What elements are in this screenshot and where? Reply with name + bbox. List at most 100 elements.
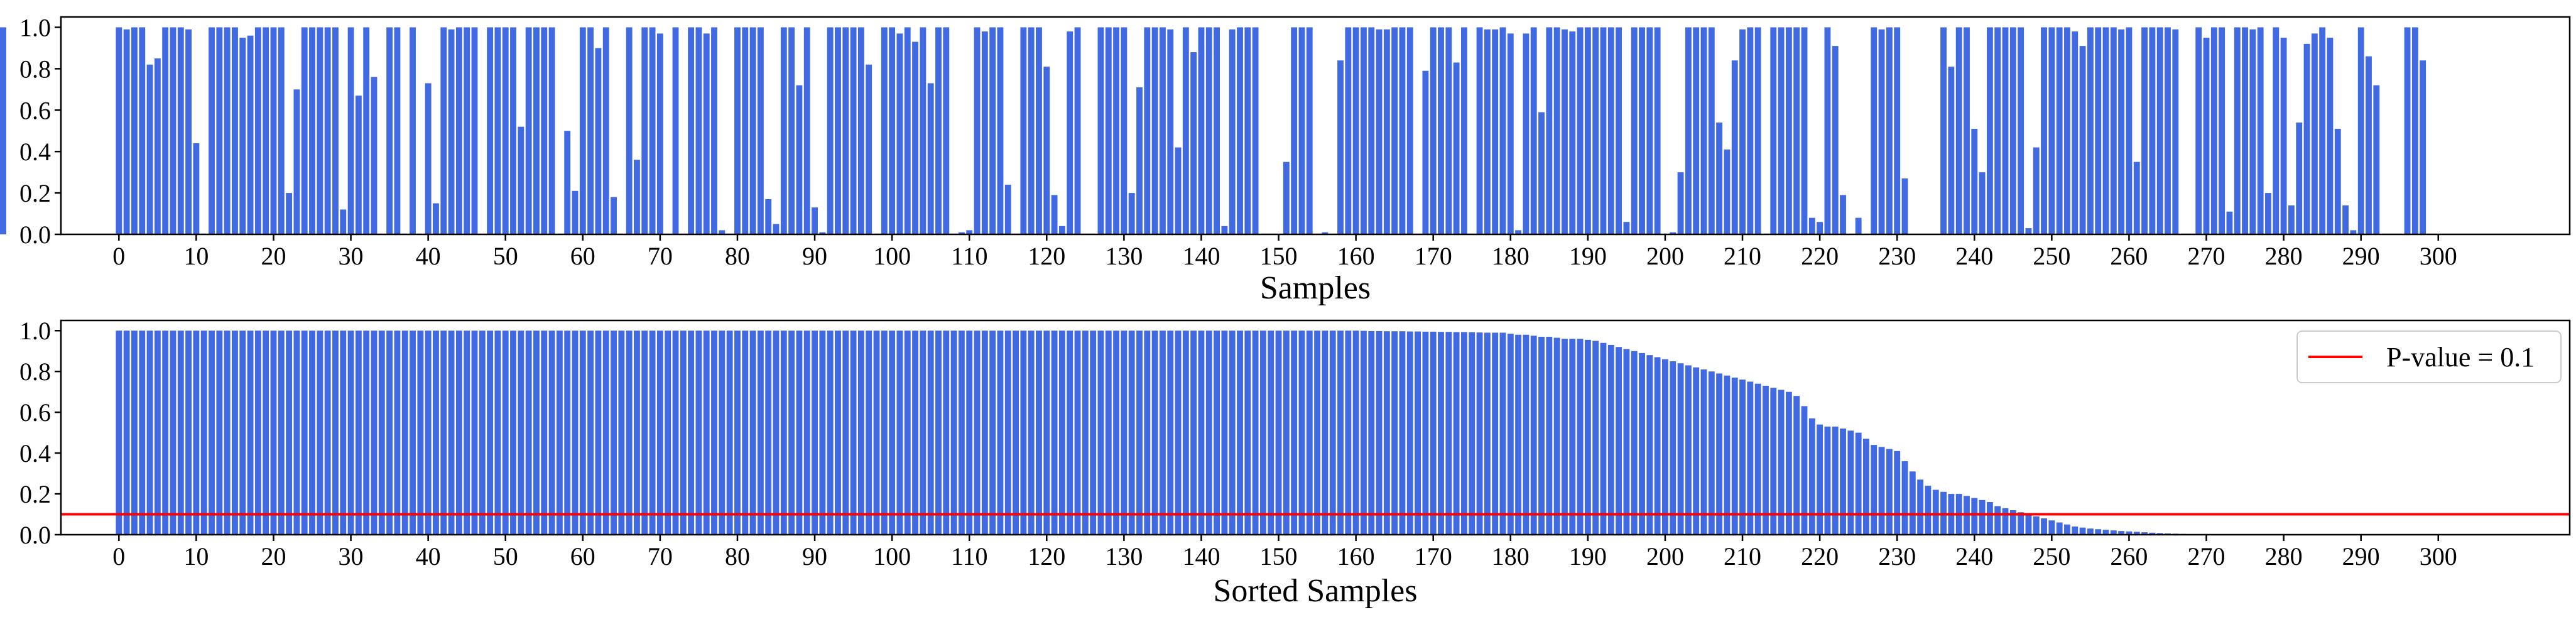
bar-284 (2311, 33, 2318, 235)
bar-187 (1562, 29, 1568, 235)
bar-171 (1438, 332, 1444, 535)
bar-202 (1677, 172, 1684, 234)
bar-18 (254, 330, 261, 535)
bar-147 (1252, 27, 1259, 234)
bar-196 (1631, 351, 1638, 535)
x-tick-label: 200 (1646, 242, 1684, 270)
bar-229 (1886, 27, 1893, 234)
bar-188 (1569, 31, 1576, 234)
bar-32 (363, 27, 370, 234)
bar-92 (827, 330, 834, 535)
chart-sorted-samples-xlabel: Sorted Samples (1214, 573, 1418, 609)
bar-17 (247, 330, 254, 535)
bar-121 (1051, 195, 1058, 234)
bar-36 (394, 330, 401, 535)
bar-109 (958, 330, 965, 535)
bar-225 (1855, 432, 1862, 535)
bar-91 (819, 232, 826, 234)
bar-4 (146, 330, 153, 535)
bar-138 (1182, 27, 1189, 234)
bar-115 (1004, 330, 1011, 535)
bar-142 (1214, 330, 1220, 535)
x-tick-label: 230 (1878, 242, 1916, 270)
x-tick-label: 30 (339, 542, 364, 571)
bar-110 (966, 330, 973, 535)
bar-266 (2172, 29, 2179, 235)
bar-194 (1616, 27, 1622, 234)
bar-14 (224, 330, 231, 535)
bar-153 (1298, 27, 1305, 234)
bar-57 (556, 330, 563, 535)
bar-201 (1670, 361, 1677, 535)
bar-48 (487, 330, 494, 535)
x-tick-label: 190 (1569, 242, 1607, 270)
bar-135 (1159, 27, 1166, 234)
bar-209 (1731, 60, 1738, 234)
bar-191 (1592, 27, 1599, 234)
bar-209 (1731, 377, 1738, 535)
bar-283 (2303, 43, 2310, 234)
bar-28 (332, 330, 339, 535)
bar-93 (835, 330, 841, 535)
bar-208 (1724, 375, 1731, 535)
bar-107 (943, 27, 950, 234)
bar-195 (1623, 222, 1630, 234)
bar-125 (1082, 330, 1089, 535)
x-tick-label: 70 (648, 542, 673, 571)
bar-76 (703, 330, 710, 535)
bar-277 (2257, 27, 2264, 234)
bar-182 (1523, 334, 1530, 535)
bar-82 (749, 330, 756, 535)
bar-255 (2087, 27, 2094, 234)
bar-110 (966, 230, 973, 234)
bar-259 (2118, 531, 2125, 535)
bar-123 (1067, 330, 1073, 535)
bar-118 (1028, 330, 1035, 535)
bar-297 (2411, 27, 2418, 234)
bar-53 (525, 27, 532, 234)
bar-163 (1376, 330, 1383, 535)
bar-75 (695, 27, 702, 234)
bar-148 (1260, 330, 1266, 535)
bar-117 (1020, 27, 1027, 234)
bar-102 (904, 27, 911, 234)
bar-146 (1244, 330, 1251, 535)
bar-298 (2420, 60, 2427, 234)
bar-92 (827, 27, 834, 234)
bar-62 (595, 330, 602, 535)
bar-45 (464, 27, 470, 234)
bar-260 (2126, 531, 2133, 535)
bar-197 (1639, 352, 1645, 535)
bar-255 (2087, 528, 2094, 535)
bar-60 (579, 330, 586, 535)
bar-48 (487, 27, 494, 234)
bar-224 (1847, 430, 1854, 535)
bar-247 (2025, 514, 2032, 535)
bar-127 (1097, 330, 1104, 535)
bar-173 (1453, 332, 1460, 535)
bar-192 (1600, 342, 1607, 535)
bar-248 (2033, 147, 2040, 234)
bar-187 (1562, 339, 1568, 535)
bar-112 (981, 330, 988, 535)
bar-223 (1840, 195, 1846, 234)
bar-254 (2079, 46, 2086, 234)
bar-103 (912, 41, 918, 234)
bar-3 (139, 330, 146, 535)
bar-137 (1175, 330, 1182, 535)
bar-25 (309, 330, 315, 535)
bar-271 (2210, 27, 2217, 234)
bar-115 (1004, 184, 1011, 234)
bar-285 (2319, 27, 2326, 234)
bar-213 (1763, 385, 1769, 535)
bar-120 (1043, 67, 1050, 234)
bar-26 (317, 330, 323, 535)
bar-160 (1352, 330, 1359, 535)
x-tick-label: 110 (951, 242, 988, 270)
x-tick-label: 120 (1028, 242, 1065, 270)
bar-34 (378, 330, 385, 535)
bar-162 (1368, 330, 1375, 535)
y-tick-label: 0.4 (19, 439, 51, 467)
bar-278 (2265, 193, 2271, 234)
bar-111 (974, 330, 981, 535)
